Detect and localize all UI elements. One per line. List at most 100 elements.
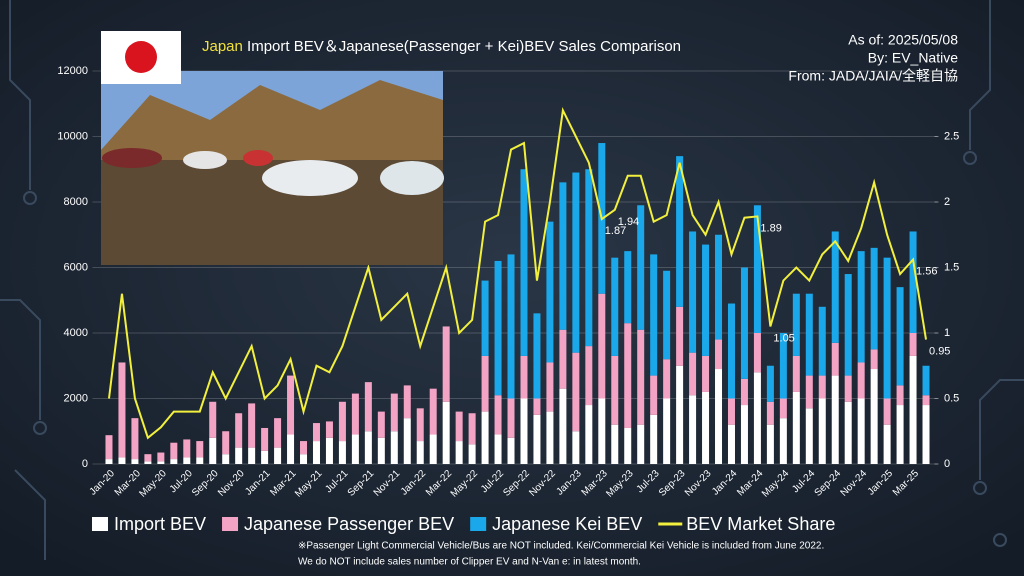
bar-segment <box>663 270 671 360</box>
bar-segment <box>261 427 269 451</box>
legend-label: BEV Market Share <box>686 514 835 534</box>
bar-segment <box>196 441 204 458</box>
bar-segment <box>870 247 878 350</box>
y2-tick-label: 1.5 <box>944 261 959 273</box>
bar-segment <box>779 398 787 419</box>
bar-segment <box>922 405 930 464</box>
bar-segment <box>520 355 528 399</box>
bar-segment <box>883 257 891 399</box>
bar-segment <box>727 303 735 399</box>
bar-segment <box>533 414 541 464</box>
bar-segment <box>390 393 398 432</box>
bar-segment <box>624 427 632 464</box>
bar-segment <box>507 398 515 438</box>
bar-segment <box>857 362 865 399</box>
bar-segment <box>585 346 593 406</box>
bar-segment <box>637 424 645 464</box>
y2-tick-label: 0 <box>944 458 950 470</box>
bar-segment <box>637 205 645 330</box>
bar-segment <box>753 205 761 333</box>
bar-segment <box>844 401 852 464</box>
bar-segment <box>663 398 671 464</box>
bar-segment <box>416 441 424 464</box>
bar-segment <box>144 461 152 464</box>
bar-segment <box>131 418 139 460</box>
bar-segment <box>740 267 748 379</box>
bar-segment <box>546 411 554 464</box>
legend-swatch <box>470 517 487 531</box>
bar-segment <box>779 333 787 399</box>
bar-segment <box>766 424 774 464</box>
bar-segment <box>105 459 113 464</box>
bar-segment <box>338 441 346 464</box>
bar-segment <box>805 408 813 464</box>
bar-segment <box>715 339 723 370</box>
bar-segment <box>261 450 269 464</box>
bar-segment <box>533 313 541 399</box>
bar-segment <box>909 333 917 356</box>
bar-segment <box>818 306 826 376</box>
bar-segment <box>727 398 735 425</box>
bar-segment <box>792 293 800 356</box>
y-tick-label: 10000 <box>57 130 88 142</box>
bar-segment <box>429 434 437 464</box>
share-line <box>107 106 928 440</box>
bar-segment <box>870 369 878 464</box>
bar-segment <box>494 395 502 435</box>
bar-segment <box>507 254 515 399</box>
bar-segment <box>766 401 774 425</box>
bar-segment <box>183 457 191 464</box>
y2-tick-label: 2 <box>944 196 950 208</box>
bar-segment <box>559 388 567 464</box>
bar-segment <box>857 398 865 464</box>
bar-segment <box>805 293 813 376</box>
bar-segment <box>209 437 217 464</box>
chart-title: Japan Import BEV＆Japanese(Passenger + Ke… <box>202 38 681 55</box>
bar-segment <box>818 375 826 399</box>
bar-segment <box>364 431 372 464</box>
bar-segment <box>702 355 710 392</box>
bar-segment <box>248 403 256 448</box>
bar-segment <box>274 418 282 448</box>
bar-segment <box>559 182 567 330</box>
data-label: 1.05 <box>773 332 794 344</box>
bar-segment <box>831 375 839 464</box>
data-label: 1.56 <box>916 266 937 278</box>
bar-segment <box>481 411 489 464</box>
bar-segment <box>325 421 333 438</box>
bar-segment <box>870 349 878 370</box>
bar-segment <box>689 352 697 396</box>
bar-segment <box>883 424 891 464</box>
bar-segment <box>248 447 256 464</box>
bar-segment <box>598 293 606 399</box>
y-tick-label: 8000 <box>64 196 88 208</box>
bar-segment <box>403 385 411 419</box>
photo <box>101 71 444 265</box>
bar-segment <box>351 434 359 464</box>
bar-segment <box>312 423 320 442</box>
bar-segment <box>546 221 554 363</box>
bar-segment <box>572 431 580 464</box>
bar-segment <box>507 437 515 464</box>
bar-segment <box>494 260 502 396</box>
bar-segment <box>455 411 463 442</box>
bar-segment <box>585 405 593 464</box>
bar-segment <box>196 457 204 464</box>
bar-segment <box>429 388 437 435</box>
bar-segment <box>715 369 723 464</box>
annotation: From: JADA/JAIA/全軽自協 <box>788 68 958 84</box>
bar-segment <box>676 365 684 464</box>
bar-segment <box>702 391 710 464</box>
bar-segment <box>403 418 411 464</box>
bar-segment <box>611 424 619 464</box>
bar-segment <box>896 385 904 406</box>
legend-swatch <box>222 517 239 531</box>
y-tick-label: 6000 <box>64 261 88 273</box>
bar-segment <box>222 454 230 464</box>
bar-segment <box>611 257 619 356</box>
bar-segment <box>118 362 126 458</box>
bar-segment <box>364 382 372 432</box>
bar-segment <box>624 251 632 324</box>
legend-swatch <box>92 517 108 531</box>
bar-segment <box>624 323 632 428</box>
